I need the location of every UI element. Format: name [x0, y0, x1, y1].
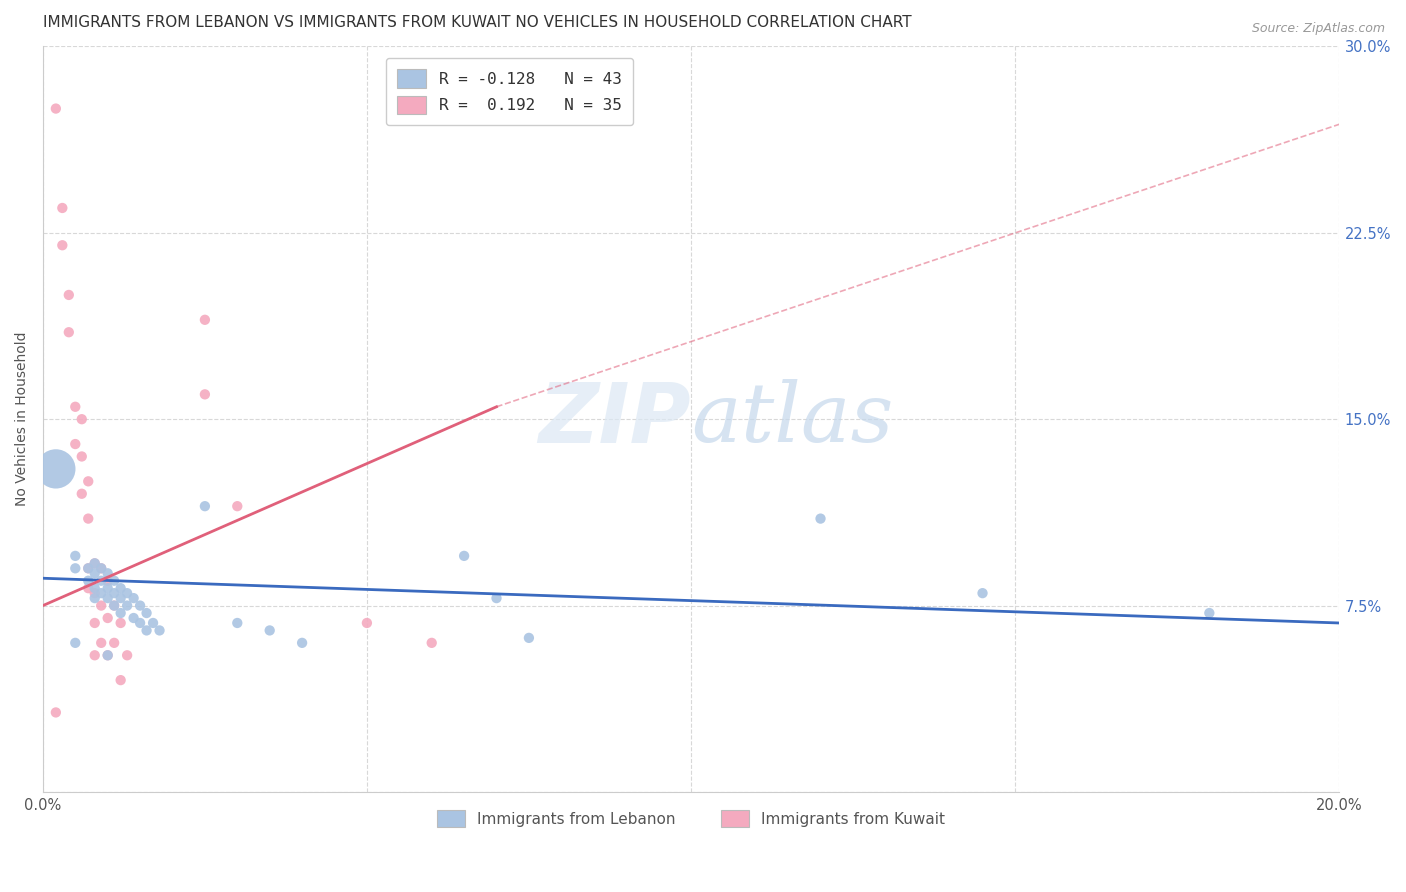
Point [517, 631, 540, 645]
Point [148, 624, 170, 638]
Point [83, 581, 105, 595]
Point [45, 706, 67, 720]
Point [115, 648, 138, 663]
Point [810, 511, 832, 525]
Point [70, 412, 93, 426]
Point [65, 561, 87, 575]
Text: atlas: atlas [690, 379, 893, 459]
Point [90, 636, 112, 650]
Point [453, 549, 475, 563]
Point [103, 599, 125, 613]
Point [135, 624, 157, 638]
Y-axis label: No Vehicles in Household: No Vehicles in Household [15, 332, 30, 507]
Point [110, 606, 132, 620]
Point [90, 599, 112, 613]
Point [194, 387, 217, 401]
Point [110, 615, 132, 630]
Point [485, 591, 508, 606]
Point [226, 615, 249, 630]
Point [83, 615, 105, 630]
Point [110, 581, 132, 595]
Point [129, 615, 152, 630]
Point [77, 574, 100, 588]
Point [83, 566, 105, 581]
Text: ZIP: ZIP [538, 379, 690, 459]
Point [65, 437, 87, 451]
Point [103, 574, 125, 588]
Point [65, 636, 87, 650]
Point [97, 591, 120, 606]
Point [97, 574, 120, 588]
Point [51, 201, 73, 215]
Point [70, 450, 93, 464]
Text: Source: ZipAtlas.com: Source: ZipAtlas.com [1251, 22, 1385, 36]
Point [420, 636, 443, 650]
Point [972, 586, 994, 600]
Point [97, 566, 120, 581]
Point [97, 648, 120, 663]
Point [115, 599, 138, 613]
Point [135, 606, 157, 620]
Point [45, 462, 67, 476]
Point [77, 581, 100, 595]
Point [51, 238, 73, 252]
Point [90, 561, 112, 575]
Point [83, 557, 105, 571]
Point [45, 102, 67, 116]
Point [83, 557, 105, 571]
Point [110, 591, 132, 606]
Point [194, 499, 217, 513]
Point [97, 611, 120, 625]
Point [58, 288, 80, 302]
Point [115, 586, 138, 600]
Point [65, 400, 87, 414]
Point [142, 615, 165, 630]
Point [103, 599, 125, 613]
Point [1198, 606, 1220, 620]
Point [90, 574, 112, 588]
Point [259, 624, 281, 638]
Point [77, 561, 100, 575]
Point [194, 313, 217, 327]
Point [70, 487, 93, 501]
Point [90, 586, 112, 600]
Text: IMMIGRANTS FROM LEBANON VS IMMIGRANTS FROM KUWAIT NO VEHICLES IN HOUSEHOLD CORRE: IMMIGRANTS FROM LEBANON VS IMMIGRANTS FR… [44, 15, 911, 30]
Point [97, 581, 120, 595]
Point [83, 648, 105, 663]
Point [122, 611, 145, 625]
Point [83, 586, 105, 600]
Point [129, 599, 152, 613]
Point [77, 511, 100, 525]
Point [291, 636, 314, 650]
Point [226, 499, 249, 513]
Point [65, 549, 87, 563]
Point [122, 591, 145, 606]
Point [97, 648, 120, 663]
Point [110, 673, 132, 687]
Legend: Immigrants from Lebanon, Immigrants from Kuwait: Immigrants from Lebanon, Immigrants from… [427, 800, 955, 837]
Point [90, 561, 112, 575]
Point [356, 615, 378, 630]
Point [103, 586, 125, 600]
Point [58, 325, 80, 339]
Point [83, 591, 105, 606]
Point [103, 636, 125, 650]
Point [77, 561, 100, 575]
Point [77, 475, 100, 489]
